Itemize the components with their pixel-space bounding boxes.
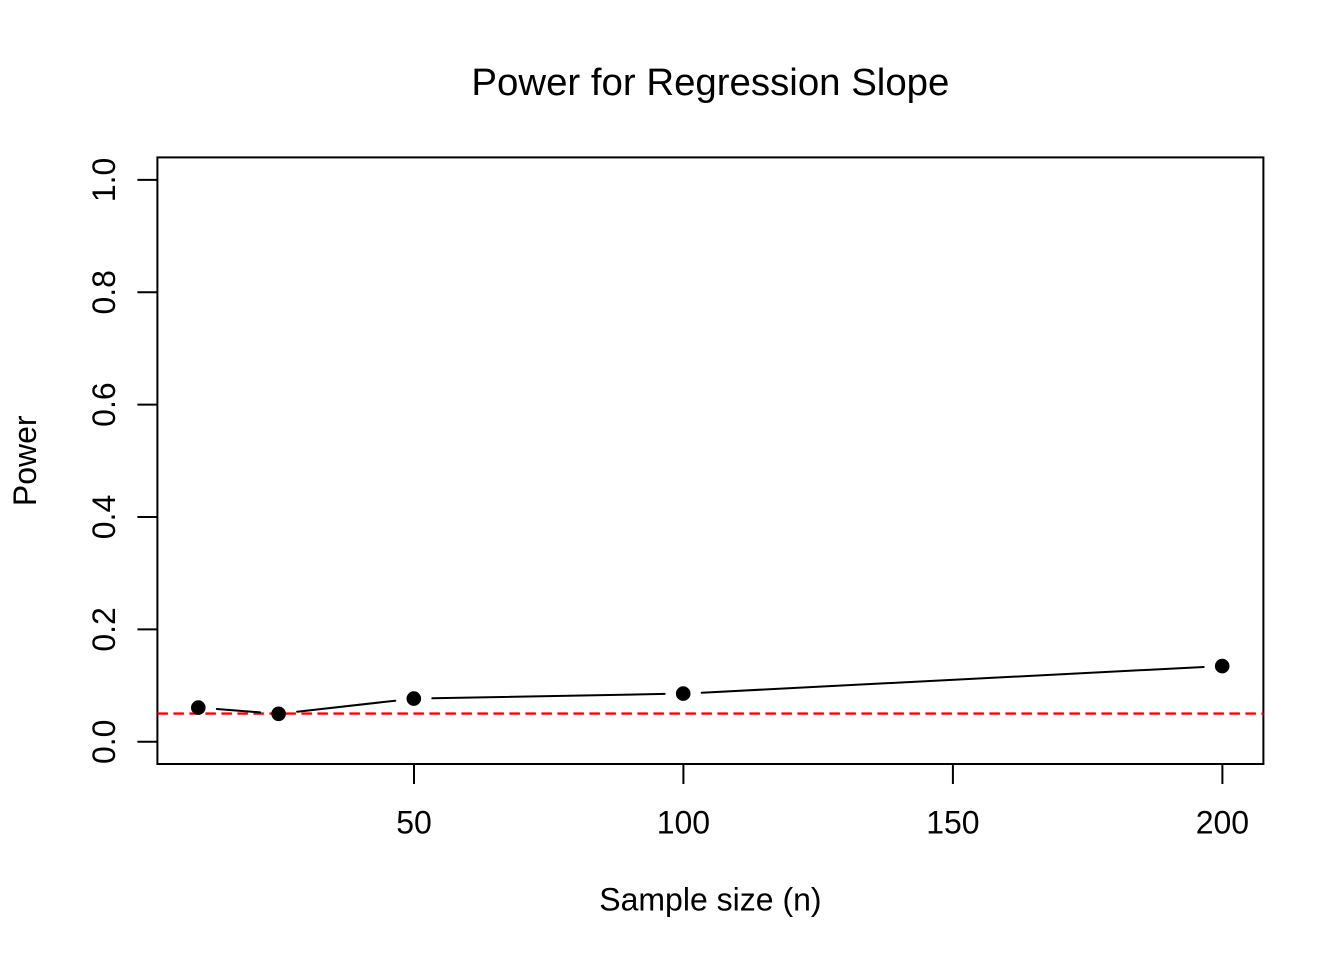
svg-text:0.4: 0.4 bbox=[86, 495, 122, 539]
svg-text:0.8: 0.8 bbox=[86, 270, 122, 314]
svg-text:0.6: 0.6 bbox=[86, 382, 122, 426]
svg-text:Power for Regression Slope: Power for Regression Slope bbox=[471, 61, 949, 104]
svg-text:200: 200 bbox=[1196, 805, 1249, 841]
svg-text:0.0: 0.0 bbox=[86, 720, 122, 764]
svg-text:50: 50 bbox=[396, 805, 432, 841]
svg-text:0.2: 0.2 bbox=[86, 607, 122, 651]
svg-text:150: 150 bbox=[926, 805, 979, 841]
svg-text:1.0: 1.0 bbox=[86, 158, 122, 202]
svg-text:100: 100 bbox=[657, 805, 710, 841]
svg-text:Power: Power bbox=[7, 415, 43, 506]
svg-text:Sample size (n): Sample size (n) bbox=[599, 882, 821, 918]
